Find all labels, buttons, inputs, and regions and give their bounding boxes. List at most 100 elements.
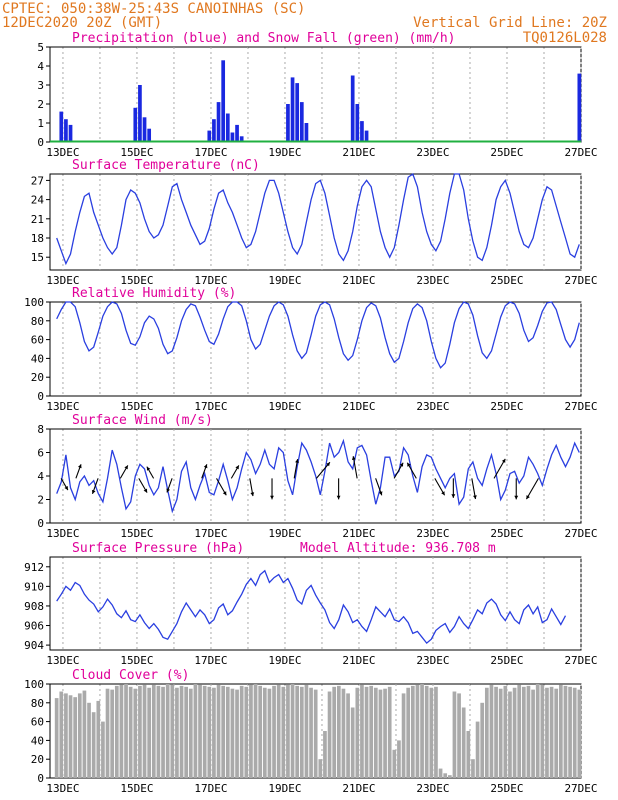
precip-bar [350, 75, 355, 142]
wind-arrowhead [326, 462, 330, 467]
cloud-bar [434, 686, 438, 778]
precip-bar [304, 123, 309, 142]
temp-xtick-label: 19DEC [268, 274, 301, 287]
pressure-xtick-label: 25DEC [490, 654, 523, 667]
wind-xtick-label: 17DEC [194, 527, 227, 540]
temperature-title: Surface Temperature (nC) [72, 158, 260, 173]
cloud-bar [73, 697, 78, 778]
wind-xtick-label: 23DEC [416, 527, 449, 540]
cloud-bar [272, 685, 276, 778]
cloud-bar [420, 684, 424, 778]
pressure-ytick-label: 904 [24, 639, 44, 652]
temp-xtick-label: 13DEC [46, 274, 79, 287]
wind-arrowhead [526, 495, 530, 500]
pressure-ytick-label: 910 [24, 580, 44, 593]
cloud-bar [360, 684, 364, 778]
cloud-ytick-label: 40 [31, 734, 44, 747]
pressure-xtick-label: 19DEC [268, 654, 301, 667]
rh-ytick-label: 60 [31, 334, 44, 347]
cloud-bar [545, 687, 549, 778]
precip-ytick-label: 2 [37, 98, 44, 111]
cloud-ytick-label: 100 [24, 678, 44, 691]
cloud-bar [119, 684, 124, 778]
precip-xtick-label: 27DEC [564, 146, 597, 159]
precip-bar [221, 60, 226, 142]
header-grid-line: Vertical Grid Line: 20Z [413, 15, 607, 31]
cloud-xtick-label: 23DEC [416, 782, 449, 795]
cloud-bar [457, 693, 461, 778]
cloud-bar [494, 686, 498, 778]
cloud-bar [101, 721, 105, 778]
cloud-xtick-label: 25DEC [490, 782, 523, 795]
precip-bar [295, 83, 300, 142]
pressure-ytick-label: 906 [24, 620, 44, 633]
precip-bar [360, 121, 364, 142]
temp-ytick-label: 15 [31, 251, 44, 264]
rh-xtick-label: 17DEC [194, 400, 227, 413]
cloud-bar [387, 686, 392, 778]
rh-xtick-label: 27DEC [564, 400, 597, 413]
cloud-bar [355, 687, 360, 778]
cloud-bar [410, 685, 415, 778]
cloud-bar [443, 773, 448, 778]
precip-xtick-label: 19DEC [268, 146, 301, 159]
cloud-bar [262, 687, 267, 778]
precip-xtick-label: 13DEC [46, 146, 79, 159]
rh-ytick-label: 20 [31, 371, 44, 384]
cloud-ytick-label: 80 [31, 697, 44, 710]
cloud-bar [244, 686, 249, 778]
cloud-bar [193, 684, 198, 778]
cloud-bar [304, 684, 309, 778]
cloud-bar [147, 687, 152, 778]
precip-title: Precipitation (blue) and Snow Fall (gree… [72, 31, 456, 46]
cloud-xtick-label: 21DEC [342, 782, 375, 795]
precip-xtick-label: 21DEC [342, 146, 375, 159]
cloud-bar [392, 749, 397, 778]
wind-arrowhead [203, 464, 208, 469]
cloud-bar [447, 775, 452, 778]
cloud-bar [554, 688, 559, 778]
precip-ytick-label: 4 [37, 60, 44, 73]
cloud-bar [415, 684, 420, 778]
precip-bar [235, 124, 239, 142]
pressure-xtick-label: 15DEC [120, 654, 153, 667]
wind-xtick-label: 21DEC [342, 527, 375, 540]
rh-xtick-label: 13DEC [46, 400, 79, 413]
wind-ytick-label: 0 [37, 517, 44, 530]
cloud-bar [378, 689, 383, 778]
cloud-bar [540, 684, 545, 778]
cloud-bar [165, 684, 170, 778]
wind-arrowhead [451, 494, 456, 498]
pressure-xtick-label: 21DEC [342, 654, 375, 667]
header-station: CPTEC: 050:38W-25:43S CANOINHAS (SC) [2, 1, 305, 17]
precip-bar [64, 119, 68, 142]
rh-ytick-label: 40 [31, 352, 44, 365]
cloud-bar [198, 684, 202, 778]
temp-ytick-label: 27 [31, 174, 44, 187]
rh-xtick-label: 19DEC [268, 400, 301, 413]
rh-xtick-label: 15DEC [120, 400, 153, 413]
wind-arrowhead [473, 495, 477, 499]
cloud-bar [138, 685, 142, 778]
wind-arrowhead [250, 492, 255, 497]
cloud-bar [267, 688, 272, 778]
cloud-bar [295, 685, 300, 778]
temp-xtick-label: 17DEC [194, 274, 227, 287]
wind-arrow [493, 458, 506, 479]
humidity-title: Relative Humidity (%) [72, 286, 236, 301]
precip-bar [142, 117, 147, 142]
wind-arrowhead [441, 491, 445, 496]
cloud-bar [503, 685, 508, 778]
cloud-bar [202, 685, 207, 778]
wind-arrowhead [407, 462, 411, 467]
cloud-bar [549, 686, 554, 778]
precip-bar [355, 104, 360, 142]
temp-frame [49, 173, 582, 271]
wind-xtick-label: 19DEC [268, 527, 301, 540]
temp-ytick-label: 18 [31, 232, 44, 245]
rh-xtick-label: 25DEC [490, 400, 523, 413]
wind-arrowhead [146, 466, 151, 471]
cloud-bar [281, 686, 286, 778]
cloud-bar [253, 684, 258, 778]
